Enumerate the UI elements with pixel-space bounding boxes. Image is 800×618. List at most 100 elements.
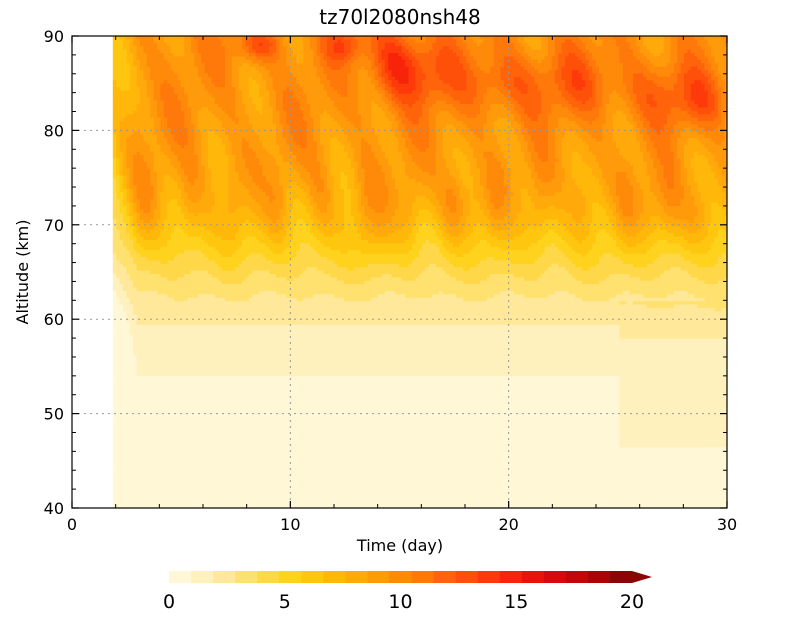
field-cell — [630, 107, 634, 111]
field-cell — [310, 43, 314, 47]
field-cell — [446, 104, 450, 108]
field-cell — [296, 128, 300, 132]
field-cell — [613, 53, 617, 57]
field-cell — [381, 118, 385, 122]
field-cell — [477, 97, 481, 101]
field-cell — [701, 60, 705, 64]
field-cell — [334, 118, 338, 122]
field-cell — [201, 43, 205, 47]
field-cell — [456, 118, 460, 122]
field-cell — [718, 50, 722, 54]
field-cell — [531, 90, 535, 94]
field-cell — [191, 90, 195, 94]
field-cell — [579, 70, 583, 74]
field-cell — [164, 90, 168, 94]
field-cell — [123, 53, 127, 57]
field-cell — [664, 87, 668, 91]
field-cell — [558, 97, 562, 101]
field-cell — [575, 97, 579, 101]
field-cell — [266, 97, 270, 101]
field-cell — [497, 90, 501, 94]
field-cell — [473, 70, 477, 74]
field-cell — [599, 90, 603, 94]
field-cell — [307, 80, 311, 84]
field-cell — [504, 50, 508, 54]
field-cell — [497, 56, 501, 60]
field-cell — [511, 104, 515, 108]
field-cell — [273, 94, 277, 98]
field-cell — [208, 87, 212, 91]
field-cell — [123, 39, 127, 43]
field-cell — [619, 94, 623, 98]
field-cell — [721, 124, 725, 128]
field-cell — [633, 60, 637, 64]
field-cell — [235, 80, 239, 84]
field-cell — [279, 73, 283, 77]
field-cell — [167, 56, 171, 60]
field-cell — [473, 101, 477, 105]
field-cell — [708, 118, 712, 122]
field-cell — [368, 43, 372, 47]
field-cell — [551, 80, 555, 84]
field-cell — [154, 63, 158, 67]
field-cell — [140, 90, 144, 94]
field-cell — [636, 63, 640, 67]
field-cell — [378, 97, 382, 101]
field-cell — [126, 46, 130, 50]
field-cell — [497, 114, 501, 118]
field-cell — [378, 128, 382, 132]
field-cell — [436, 87, 440, 91]
field-cell — [368, 104, 372, 108]
field-cell — [575, 124, 579, 128]
field-cell — [137, 53, 141, 57]
field-cell — [392, 111, 396, 115]
field-cell — [534, 104, 538, 108]
field-cell — [568, 73, 572, 77]
field-cell — [426, 84, 430, 88]
field-cell — [446, 39, 450, 43]
field-cell — [211, 111, 215, 115]
field-cell — [470, 63, 474, 67]
field-cell — [419, 39, 423, 43]
field-cell — [157, 77, 161, 81]
field-cell — [113, 50, 117, 54]
field-cell — [215, 111, 219, 115]
field-cell — [371, 46, 375, 50]
field-cell — [347, 46, 351, 50]
field-cell — [286, 56, 290, 60]
field-cell — [477, 77, 481, 81]
field-cell — [364, 63, 368, 67]
field-cell — [531, 118, 535, 122]
field-cell — [324, 80, 328, 84]
field-cell — [235, 124, 239, 128]
field-cell — [636, 97, 640, 101]
field-cell — [551, 53, 555, 57]
field-cell — [521, 124, 525, 128]
field-cell — [650, 104, 654, 108]
field-cell — [116, 94, 120, 98]
field-cell — [303, 121, 307, 125]
field-cell — [269, 118, 273, 122]
field-cell — [167, 50, 171, 54]
field-cell — [116, 121, 120, 125]
field-cell — [249, 101, 253, 105]
field-cell — [395, 80, 399, 84]
field-cell — [609, 60, 613, 64]
field-cell — [575, 73, 579, 77]
field-cell — [205, 56, 209, 60]
field-cell — [239, 43, 243, 47]
field-cell — [313, 50, 317, 54]
field-cell — [273, 111, 277, 115]
field-cell — [718, 73, 722, 77]
field-cell — [296, 50, 300, 54]
field-cell — [164, 97, 168, 101]
field-cell — [443, 53, 447, 57]
field-cell — [188, 118, 192, 122]
field-cell — [691, 43, 695, 47]
field-cell — [371, 104, 375, 108]
field-cell — [426, 124, 430, 128]
field-cell — [273, 63, 277, 67]
field-cell — [684, 101, 688, 105]
field-cell — [677, 97, 681, 101]
field-cell — [259, 94, 263, 98]
